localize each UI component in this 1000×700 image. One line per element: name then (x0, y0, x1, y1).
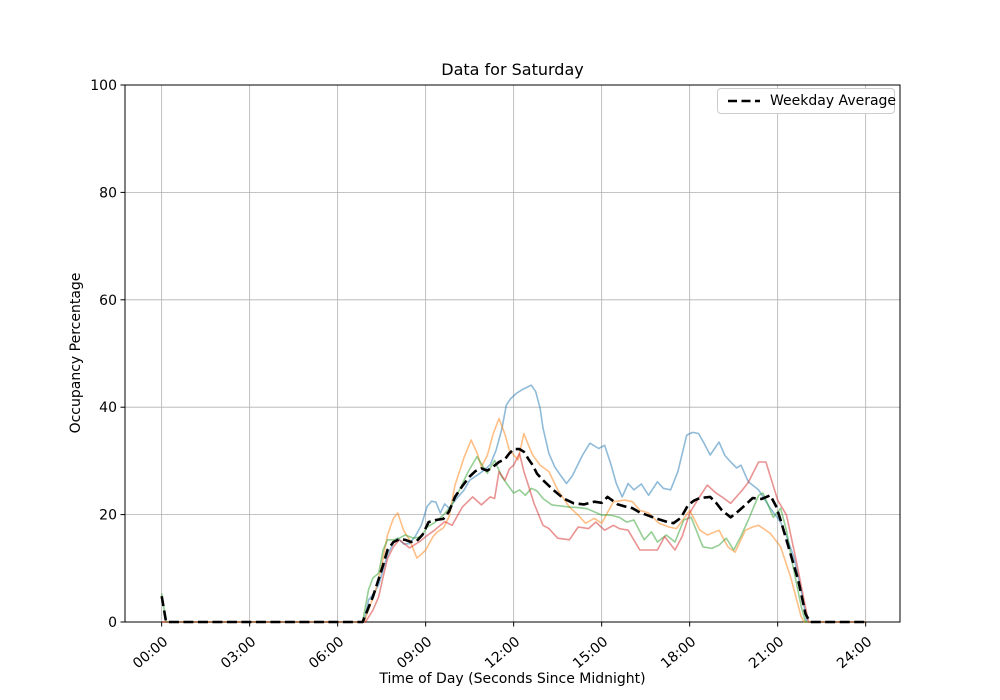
series-line-saturday-sample-orange (161, 417, 866, 623)
x-tick-label-24:00: 24:00 (834, 634, 875, 672)
axes-spines (124, 84, 901, 623)
y-axis-label: Occupancy Percentage (68, 272, 84, 434)
x-tick-label-03:00: 03:00 (218, 634, 259, 672)
gridlines (125, 84, 900, 623)
y-tick-label-80: 80 (99, 185, 117, 201)
y-tick-label-100: 100 (90, 78, 117, 94)
x-tick-label-00:00: 00:00 (130, 634, 171, 672)
ticks (120, 84, 867, 627)
y-tick-label-40: 40 (99, 400, 117, 416)
tick-labels: 00:00 03:00 06:00 09:00 12:00 15:00 18:00 21:00… (90, 78, 875, 672)
series-line-saturday-sample-blue (161, 384, 866, 623)
y-tick-label-60: 60 (99, 293, 117, 309)
series-line-weekday-average (160, 447, 866, 624)
x-axis-label: Time of Day (Seconds Since Midnight) (379, 671, 646, 687)
x-tick-label-18:00: 18:00 (658, 634, 699, 672)
series-line-saturday-sample-red (161, 452, 866, 623)
legend-dashed-line-sample (728, 99, 760, 103)
x-tick-label-09:00: 09:00 (394, 634, 435, 672)
x-tick-label-06:00: 06:00 (306, 634, 347, 672)
chart-title: Data for Saturday (441, 60, 584, 79)
x-tick-label-21:00: 21:00 (746, 634, 787, 672)
series-line-saturday-sample-green (160, 455, 866, 623)
x-tick-label-12:00: 12:00 (482, 634, 523, 672)
legend: Weekday Average (717, 88, 897, 114)
y-tick-label-0: 0 (108, 615, 117, 631)
x-tick-label-15:00: 15:00 (570, 634, 611, 672)
y-tick-label-20: 20 (99, 508, 117, 524)
legend-label: Weekday Average (770, 93, 897, 109)
